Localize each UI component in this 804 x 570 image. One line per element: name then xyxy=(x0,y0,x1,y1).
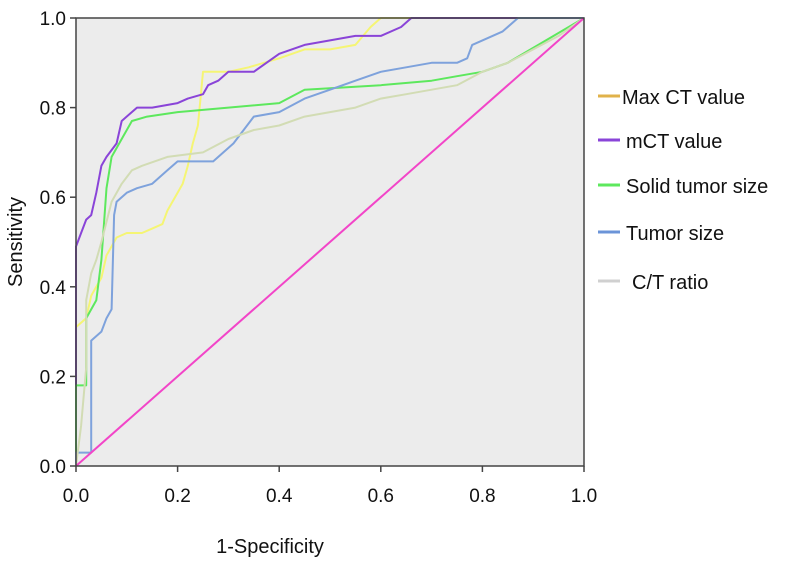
legend-label-mct-value: mCT value xyxy=(626,131,722,153)
series-line-reference-line xyxy=(75,17,585,467)
x-tick-label: 0.0 xyxy=(63,486,89,507)
y-axis-title: Sensitivity xyxy=(5,197,27,287)
y-tick-label: 0.4 xyxy=(40,278,67,299)
y-tick-label: 0.6 xyxy=(40,188,66,209)
y-tick-label: 0.0 xyxy=(40,457,66,478)
series-line-c-t-ratio xyxy=(75,17,585,467)
legend-label-max-ct-value: Max CT value xyxy=(622,87,745,109)
series-layer xyxy=(75,17,585,467)
y-tick-label: 0.2 xyxy=(40,367,66,388)
legend-label-c-t-ratio: C/T ratio xyxy=(632,272,708,294)
legend: Max CT value mCT value Solid tumor size Tum… xyxy=(598,87,768,294)
series-line-tumor-size xyxy=(75,17,584,466)
y-tick-label: 0.8 xyxy=(40,99,66,120)
legend-label-tumor-size: Tumor size xyxy=(626,223,724,245)
series-line-max-ct-value xyxy=(75,17,584,466)
y-tick-label: 1.0 xyxy=(40,9,66,30)
ticks-layer: 0.0 0.2 0.4 0.6 0.8 1.0 0.0 0.2 0.4 0.6 0.8 1.0 xyxy=(40,9,598,507)
legend-label-solid-tumor-size: Solid tumor size xyxy=(626,176,768,198)
series-line-mct-value xyxy=(75,17,584,466)
x-tick-label: 0.8 xyxy=(469,486,495,507)
series-line-solid-tumor-size xyxy=(75,17,585,466)
x-axis-title: 1-Specificity xyxy=(216,536,324,558)
x-tick-label: 0.4 xyxy=(266,486,293,507)
x-tick-label: 0.6 xyxy=(368,486,394,507)
x-tick-label: 1.0 xyxy=(571,486,597,507)
plot-frame xyxy=(75,17,585,467)
x-tick-label: 0.2 xyxy=(164,486,190,507)
